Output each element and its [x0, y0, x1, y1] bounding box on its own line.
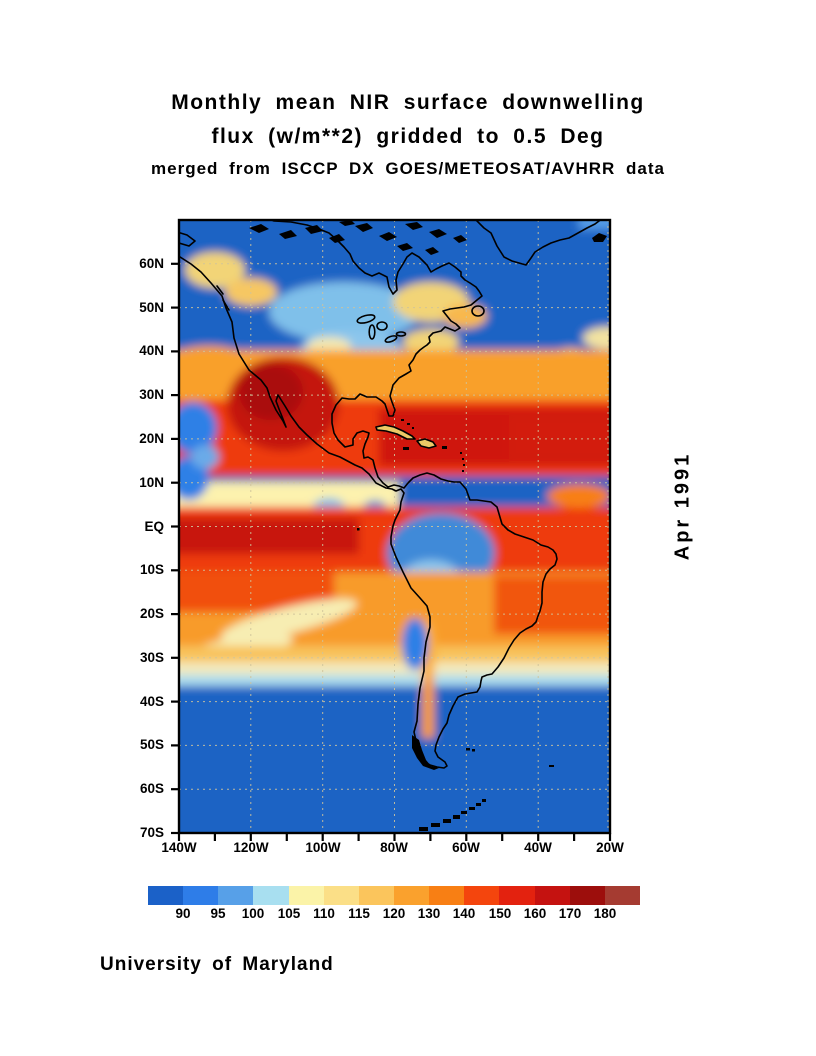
date-label: Apr 1991 [671, 451, 694, 561]
lat-tick-label: 30N [139, 387, 164, 402]
colorbar-segment [569, 886, 605, 905]
lat-tick-label: 20N [139, 431, 164, 446]
colorbar-tick-label: 110 [313, 906, 335, 921]
lon-tick-label: 20W [596, 840, 624, 855]
colorbar-segment [499, 886, 535, 905]
colorbar-segment [183, 886, 219, 905]
colorbar-segment [464, 886, 500, 905]
flux-map-canvas [171, 218, 612, 841]
lat-tick-label: EQ [144, 519, 164, 534]
lat-tick-label: 50N [139, 300, 164, 315]
colorbar-segment [148, 886, 184, 905]
colorbar-tick-label: 115 [348, 906, 370, 921]
lat-tick-label: 20S [139, 606, 164, 621]
colorbar-segment [393, 886, 430, 905]
colorbar-segment [288, 886, 324, 905]
lon-tick-label: 40W [524, 840, 552, 855]
colorbar-tick-label: 160 [523, 906, 547, 921]
coastlines-layer [179, 220, 602, 769]
lat-tick-label: 10S [139, 562, 164, 577]
colorbar-segment [253, 886, 289, 905]
credit-text: University of Maryland [100, 954, 334, 975]
colorbar-tick-label: 140 [452, 906, 476, 921]
lon-tick-label: 100W [305, 840, 341, 855]
map-border [177, 218, 612, 835]
lat-tick-label: 40S [139, 694, 164, 709]
colorbar-segment [323, 886, 359, 905]
islands-layer [249, 220, 607, 831]
colorbar-tick-label: 95 [210, 906, 226, 921]
colorbar-tick-label: 100 [241, 906, 265, 921]
colorbar-tick-label: 130 [417, 906, 441, 921]
plot-title-line1: Monthly mean NIR surface downwelling [171, 91, 645, 114]
colorbar [148, 886, 640, 905]
colorbar-segment [534, 886, 570, 905]
colorbar-tick-label: 90 [175, 906, 191, 921]
title-block: Monthly mean NIR surface downwelling flu… [0, 86, 816, 184]
colorbar-segment [218, 886, 254, 905]
plot-title-line2: flux (w/m**2) gridded to 0.5 Deg [211, 125, 605, 148]
lat-tick-label: 60S [139, 781, 164, 796]
gridlines-layer [179, 220, 610, 833]
flux-field-layer [179, 220, 610, 833]
colorbar-labels: 90 95 100 105 110 115 120 130 140 150 16… [148, 906, 640, 924]
colorbar-tick-label: 180 [593, 906, 617, 921]
colorbar-segment [429, 886, 465, 905]
colorbar-tick-label: 150 [488, 906, 512, 921]
lat-tick-label: 60N [139, 256, 164, 271]
lat-tick-label: 10N [139, 475, 164, 490]
lon-tick-label: 120W [233, 840, 269, 855]
colorbar-segment [358, 886, 394, 905]
colorbar-tick-label: 105 [277, 906, 301, 921]
colorbar-tick-label: 170 [558, 906, 582, 921]
lon-tick-label: 60W [452, 840, 480, 855]
lat-tick-label: 50S [139, 737, 164, 752]
lon-tick-label: 80W [380, 840, 408, 855]
lon-tick-label: 140W [161, 840, 197, 855]
plot-title-line3: merged from ISCCP DX GOES/METEOSAT/AVHRR… [151, 159, 665, 178]
lat-tick-label: 30S [139, 650, 164, 665]
colorbar-tick-label: 120 [382, 906, 406, 921]
colorbar-segment [604, 886, 640, 905]
axis-ticks [171, 262, 612, 841]
lat-tick-label: 40N [139, 343, 164, 358]
lat-tick-label: 70S [139, 825, 164, 840]
flux-map [171, 218, 612, 841]
